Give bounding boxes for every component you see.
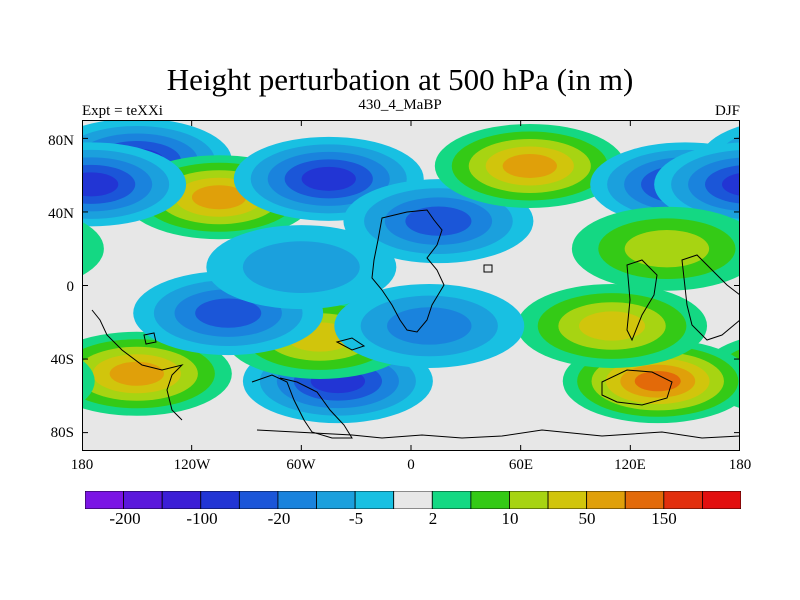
island-outline xyxy=(335,337,366,351)
y-tick-label: 40N xyxy=(48,206,74,222)
contour-band xyxy=(82,360,95,403)
y-tick-label: 80S xyxy=(50,425,74,441)
contour-band xyxy=(387,307,472,345)
y-tick-label: 80N xyxy=(48,133,74,149)
south-america-outline xyxy=(251,374,353,439)
colorbar-label: -100 xyxy=(186,509,218,528)
colorbar-label: 10 xyxy=(501,509,519,528)
height-perturbation-map xyxy=(82,120,740,451)
colorbar-swatch xyxy=(123,491,163,509)
colorbar xyxy=(85,491,741,509)
colorbar-swatch xyxy=(624,491,665,509)
season-label: DJF xyxy=(714,103,740,119)
axis-ticks xyxy=(82,120,740,451)
colorbar-swatch xyxy=(393,491,433,509)
x-tick-label: 180 xyxy=(728,457,752,473)
contour-band xyxy=(82,221,104,276)
colorbar-swatch xyxy=(161,491,202,509)
colorbar-swatch xyxy=(702,491,741,509)
contour-band xyxy=(82,172,119,197)
contour-band xyxy=(579,311,646,341)
x-tick-label: 60E xyxy=(508,457,534,473)
colorbar-label: -200 xyxy=(109,509,141,528)
colorbar-swatch xyxy=(200,491,240,509)
colorbar-swatch xyxy=(316,491,356,509)
colorbar-label: -5 xyxy=(348,509,364,528)
colorbar-swatch xyxy=(431,491,472,509)
x-tick-label: 120E xyxy=(614,457,646,473)
x-tick-label: 60W xyxy=(286,457,316,473)
colorbar-swatch xyxy=(238,491,279,509)
asia-outline xyxy=(626,259,658,342)
colorbar-swatch xyxy=(85,491,124,509)
contour-band xyxy=(634,370,681,392)
island-outline xyxy=(483,264,493,273)
y-tick-label: 40S xyxy=(50,352,74,368)
australia-outline xyxy=(601,369,673,406)
x-tick-label: 120W xyxy=(173,457,211,473)
contour-band xyxy=(502,153,557,178)
colorbar-label: 2 xyxy=(428,509,438,528)
x-tick-label: 0 xyxy=(407,457,415,473)
colorbar-label: 150 xyxy=(651,509,677,528)
colorbar-swatch xyxy=(509,491,549,509)
colorbar-swatch xyxy=(470,491,510,509)
colorbar-swatch xyxy=(354,491,395,509)
experiment-label: Expt = teXXi xyxy=(82,103,163,119)
run-label: 430_4_MaBP xyxy=(358,97,442,113)
antarctica-outline xyxy=(256,429,740,439)
colorbar-swatch xyxy=(277,491,317,509)
plot-title: Height perturbation at 500 hPa (in m) xyxy=(166,62,634,97)
colorbar-swatch xyxy=(586,491,626,509)
colorbar-swatch xyxy=(547,491,588,509)
contour-band xyxy=(195,298,262,328)
contour-field xyxy=(82,120,740,424)
contour-band xyxy=(109,361,164,386)
north-america-outline xyxy=(91,309,184,421)
contour-band xyxy=(191,185,247,210)
contour-band xyxy=(301,166,356,191)
coastlines xyxy=(91,209,740,439)
colorbar-label: -20 xyxy=(267,509,291,528)
y-tick-label: 0 xyxy=(66,279,75,295)
island-outline xyxy=(143,332,157,345)
colorbar-swatch xyxy=(663,491,703,509)
oceania-outline xyxy=(681,254,740,341)
colorbar-label: 50 xyxy=(578,509,596,528)
contour-band xyxy=(242,241,360,293)
contour-band xyxy=(405,206,472,236)
x-tick-label: 180 xyxy=(70,457,94,473)
contour-band xyxy=(722,173,740,196)
africa-outline xyxy=(371,209,445,333)
